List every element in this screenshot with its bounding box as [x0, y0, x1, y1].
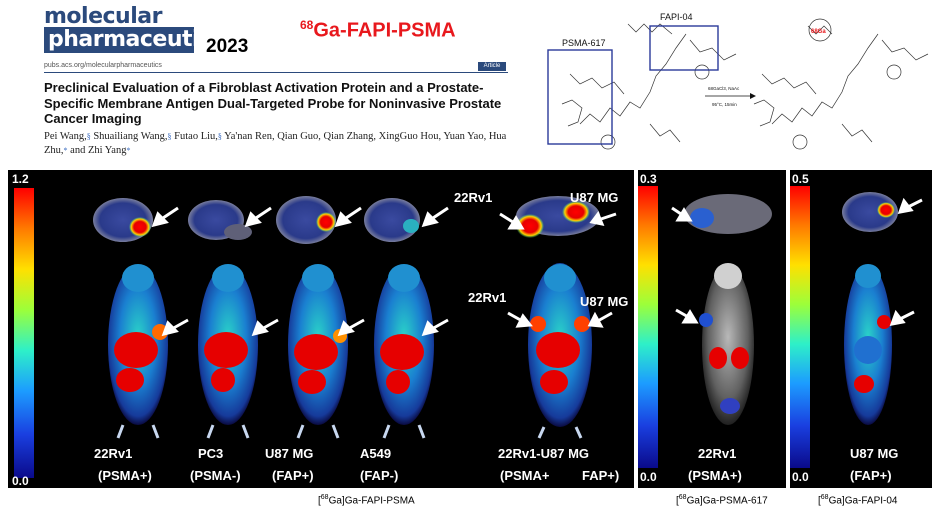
probe-name: Ga-FAPI-PSMA [313, 19, 456, 42]
caption-isotope-sup: 68 [820, 494, 829, 501]
author-affiliation-mark: § [217, 132, 222, 141]
cohort-line-22rv1: 22Rv1 [94, 446, 133, 461]
caption-fapi04: [68Ga]Ga-FAPI-04 [818, 494, 898, 507]
author-affiliation-mark: * [126, 146, 131, 155]
scale-min: 0.0 [12, 474, 29, 488]
scale-min: 0.0 [640, 470, 657, 484]
cohort-status-a549: (FAP-) [360, 468, 399, 483]
publication-year: 2023 [206, 36, 249, 57]
fapi04-images [842, 192, 923, 425]
whole-body-22rv1 [108, 264, 168, 439]
pet-ct-images [93, 196, 617, 439]
author: Ya'nan Ren, Qian Guo, Qian Zhang, XingGu… [44, 131, 507, 156]
ct-slice-u87mg [276, 196, 336, 244]
psma617-label: PSMA-617 [562, 38, 606, 48]
fapi04-imaging-panel: 0.5 0.0 U87 MG (FAP+) [790, 170, 932, 488]
color-scale-bar [14, 188, 34, 478]
caption-text: Ga]Ga-PSMA-617 [686, 495, 768, 507]
scale-max: 0.3 [640, 172, 657, 186]
probe-isotope-sup: 68 [300, 18, 314, 32]
combined-body-left-label: 22Rv1 [468, 290, 507, 305]
color-scale-bar [790, 186, 810, 468]
probe-title: 68Ga-FAPI-PSMA [300, 18, 456, 43]
cohort-line-pc3: PC3 [198, 446, 224, 461]
caption-bracket: [ [318, 495, 321, 507]
fapi04-label: FAPI-04 [660, 12, 693, 22]
cohort-line-u87mg-fapi04: U87 MG [850, 446, 899, 461]
cohort-status-pc3: (PSMA-) [190, 468, 241, 483]
whole-body-pc3 [198, 264, 258, 439]
caption-isotope-sup: 68 [320, 494, 329, 501]
arrow-icon [889, 197, 923, 326]
caption-psma617: [68Ga]Ga-PSMA-617 [676, 494, 768, 507]
author-affiliation-mark: § [86, 132, 91, 141]
reaction-arrow-head [750, 93, 756, 99]
psma617-imaging-panel: 0.3 0.0 22Rv1 (PSMA+) [638, 170, 786, 488]
scale-min: 0.0 [792, 470, 809, 484]
author: Shuailiang Wang, [90, 131, 168, 142]
cohort-line-a549: A549 [360, 446, 392, 461]
combined-ct-right-label: U87 MG [570, 190, 619, 205]
article-badge: Article [478, 62, 506, 71]
cohort-status-combined-left: (PSMA+ [500, 468, 550, 483]
ct-slice-22rv1-u87mg [516, 196, 600, 238]
arrow-icon [151, 206, 617, 230]
author: Futao Liu, [171, 131, 218, 142]
ct-slice-a549 [364, 198, 420, 242]
combined-ct-left-label: 22Rv1 [454, 190, 493, 205]
scale-max: 0.5 [792, 172, 809, 186]
reaction-conditions: 95°C, 15min [712, 102, 737, 107]
psma617-highlight-box [547, 49, 613, 145]
reaction-reagents: 68GaCl3, NaAc [708, 86, 740, 91]
author-affiliation-mark: * [63, 146, 68, 155]
cohort-status-22rv1: (PSMA+) [98, 468, 152, 483]
journal-logo-line2: pharmaceutics [44, 27, 225, 53]
paper-title: Preclinical Evaluation of a Fibroblast A… [44, 80, 502, 126]
journal-logo-line1: molecular [44, 4, 162, 29]
whole-body-u87mg [288, 264, 348, 439]
psma617-images [671, 194, 772, 425]
combined-body-right-label: U87 MG [580, 294, 629, 309]
main-imaging-panel: 1.2 0.0 [8, 170, 634, 488]
cohort-line-22rv1-psma617: 22Rv1 [698, 446, 737, 461]
author: and Zhi Yang [67, 145, 127, 156]
ct-slice-pc3 [188, 200, 252, 240]
cohort-line-combined: 22Rv1-U87 MG [498, 446, 590, 461]
caption-text: Ga]Ga-FAPI-PSMA [328, 495, 415, 507]
cohort-status-22rv1-psma617: (PSMA+) [688, 468, 742, 483]
color-scale-bar [638, 186, 658, 468]
whole-body-22rv1-u87mg [528, 263, 592, 439]
caption-isotope-sup: 68 [678, 494, 687, 501]
arrow-icon [161, 311, 613, 337]
caption-text: Ga]Ga-FAPI-04 [828, 495, 898, 507]
author-affiliation-mark: § [167, 132, 172, 141]
ct-slice-22rv1 [93, 198, 153, 242]
caption-main: [68Ga]Ga-FAPI-PSMA [318, 494, 415, 506]
cohort-line-u87mg: U87 MG [265, 446, 314, 461]
arrow-icon [671, 206, 699, 324]
header-divider [44, 72, 508, 73]
author-list: Pei Wang,§ Shuailiang Wang,§ Futao Liu,§… [44, 130, 524, 158]
author: Pei Wang, [44, 131, 87, 142]
cohort-status-u87mg-fapi04: (FAP+) [850, 468, 892, 483]
journal-url: pubs.acs.org/molecularpharmaceutics [44, 62, 162, 69]
radiolabeling-scheme: PSMA-617 FAPI-04 68GaCl3, NaAc 95°C, 15m… [547, 12, 929, 150]
gallium-label: 68Ga [811, 29, 826, 35]
cohort-status-combined-right: FAP+) [582, 468, 620, 483]
whole-body-a549 [374, 264, 434, 439]
cohort-status-u87mg: (FAP+) [272, 468, 314, 483]
scale-max: 1.2 [12, 172, 29, 186]
fapi04-highlight-box [649, 25, 719, 71]
